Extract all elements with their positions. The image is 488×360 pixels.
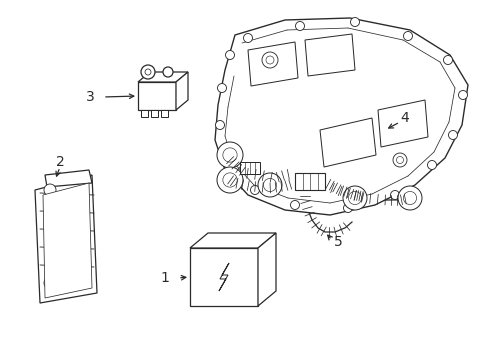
Polygon shape: [190, 233, 275, 248]
Polygon shape: [247, 42, 297, 86]
Circle shape: [458, 90, 467, 99]
Circle shape: [141, 65, 155, 79]
Polygon shape: [176, 72, 187, 110]
Circle shape: [390, 190, 399, 199]
Circle shape: [403, 192, 416, 204]
Polygon shape: [305, 34, 354, 76]
Circle shape: [223, 148, 237, 162]
Polygon shape: [377, 100, 427, 147]
Polygon shape: [138, 82, 176, 110]
Circle shape: [447, 131, 457, 140]
Polygon shape: [141, 110, 148, 117]
Circle shape: [217, 167, 243, 193]
Polygon shape: [294, 173, 325, 190]
Polygon shape: [319, 118, 375, 167]
Text: 2: 2: [56, 155, 64, 169]
Text: 5: 5: [333, 235, 342, 249]
Circle shape: [396, 157, 403, 163]
Circle shape: [217, 142, 243, 168]
Circle shape: [427, 161, 436, 170]
Circle shape: [225, 50, 234, 59]
Circle shape: [262, 52, 278, 68]
Polygon shape: [161, 110, 168, 117]
Circle shape: [342, 186, 366, 210]
Circle shape: [223, 173, 237, 187]
Polygon shape: [240, 162, 260, 174]
Circle shape: [215, 121, 224, 130]
Polygon shape: [190, 248, 258, 306]
Circle shape: [265, 56, 273, 64]
Circle shape: [350, 18, 359, 27]
Circle shape: [263, 179, 276, 192]
Polygon shape: [138, 72, 187, 82]
Circle shape: [443, 55, 451, 64]
Polygon shape: [45, 170, 92, 187]
Circle shape: [295, 22, 304, 31]
Polygon shape: [215, 18, 467, 215]
Text: 3: 3: [85, 90, 94, 104]
Circle shape: [243, 33, 252, 42]
Polygon shape: [219, 263, 228, 291]
Text: 4: 4: [399, 111, 408, 125]
Text: 1: 1: [160, 271, 169, 285]
Polygon shape: [151, 110, 158, 117]
Circle shape: [44, 277, 56, 289]
Circle shape: [347, 192, 361, 204]
Circle shape: [217, 84, 226, 93]
Circle shape: [44, 184, 56, 196]
Polygon shape: [35, 175, 97, 303]
Circle shape: [403, 32, 412, 41]
Circle shape: [250, 185, 259, 194]
Circle shape: [343, 203, 352, 212]
Polygon shape: [43, 183, 92, 298]
Circle shape: [397, 186, 421, 210]
Circle shape: [290, 201, 299, 210]
Circle shape: [163, 67, 173, 77]
Circle shape: [145, 69, 151, 75]
Circle shape: [392, 153, 406, 167]
Circle shape: [223, 156, 232, 165]
Circle shape: [258, 173, 282, 197]
Polygon shape: [258, 233, 275, 306]
